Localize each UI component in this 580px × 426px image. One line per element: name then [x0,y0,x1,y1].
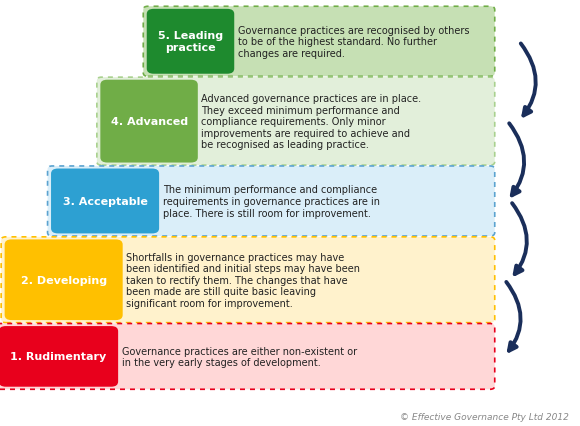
FancyBboxPatch shape [147,10,234,75]
Text: Advanced governance practices are in place.
They exceed minimum performance and
: Advanced governance practices are in pla… [201,94,422,150]
Text: 4. Advanced: 4. Advanced [111,117,188,127]
FancyBboxPatch shape [48,167,495,236]
Text: © Effective Governance Pty Ltd 2012: © Effective Governance Pty Ltd 2012 [400,412,568,421]
Text: Governance practices are either non-existent or
in the very early stages of deve: Governance practices are either non-exis… [122,346,357,367]
Text: Shortfalls in governance practices may have
been identified and initial steps ma: Shortfalls in governance practices may h… [126,252,360,308]
FancyBboxPatch shape [143,7,495,77]
Text: 5. Leading
practice: 5. Leading practice [158,32,223,53]
FancyBboxPatch shape [1,237,495,323]
Text: 3. Acceptable: 3. Acceptable [63,196,147,207]
FancyBboxPatch shape [0,324,495,389]
FancyBboxPatch shape [0,326,118,387]
FancyBboxPatch shape [51,169,159,234]
FancyBboxPatch shape [5,240,123,320]
FancyBboxPatch shape [97,78,495,166]
FancyBboxPatch shape [100,81,198,163]
Text: 1. Rudimentary: 1. Rudimentary [10,351,107,362]
Text: The minimum performance and compliance
requirements in governance practices are : The minimum performance and compliance r… [162,185,379,218]
Text: 2. Developing: 2. Developing [21,275,107,285]
Text: Governance practices are recognised by others
to be of the highest standard. No : Governance practices are recognised by o… [238,26,469,59]
